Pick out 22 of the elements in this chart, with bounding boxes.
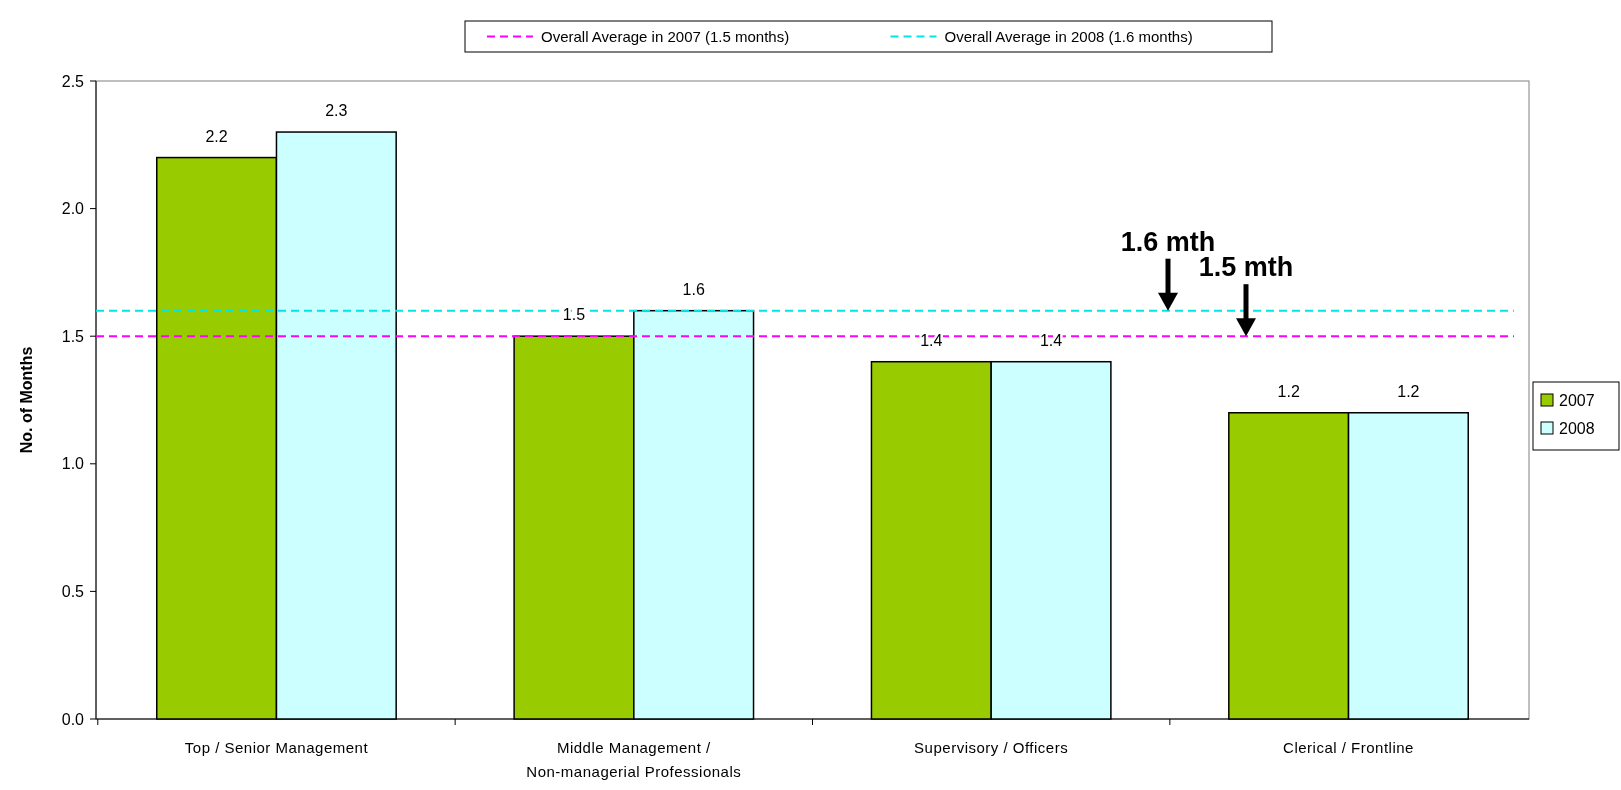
x-tick-label: Middle Management / Non-managerial Professionals xyxy=(526,739,742,780)
legend-label: Overall Average in 2008 (1.6 months) xyxy=(944,27,1193,45)
y-tick-label: 0.0 xyxy=(61,710,85,728)
y-tick-label: 2.0 xyxy=(61,200,85,218)
x-tick-label: Clerical / Frontline xyxy=(1283,739,1414,756)
data-label: 1.6 xyxy=(682,280,705,298)
y-axis-title: No. of Months xyxy=(18,346,35,454)
y-tick-label: 1.0 xyxy=(61,455,85,473)
data-label: 1.4 xyxy=(920,331,943,349)
y-tick-label: 2.5 xyxy=(61,72,85,90)
x-tick-label: Top / Senior Management xyxy=(184,739,369,756)
y-tick-label: 0.5 xyxy=(61,583,85,600)
legend-label: 2007 xyxy=(1559,391,1595,409)
data-label: 2.2 xyxy=(205,127,228,145)
y-tick-label: 1.5 xyxy=(61,327,85,345)
legend-label: 2008 xyxy=(1559,419,1595,437)
x-tick-label: Supervisory / Officers xyxy=(914,739,1069,756)
data-label: 1.2 xyxy=(1277,382,1300,400)
data-label: 1.2 xyxy=(1397,382,1420,400)
data-label: 2.3 xyxy=(325,102,348,120)
legend-label: Overall Average in 2007 (1.5 months) xyxy=(541,27,790,45)
data-label: 1.4 xyxy=(1039,331,1063,349)
